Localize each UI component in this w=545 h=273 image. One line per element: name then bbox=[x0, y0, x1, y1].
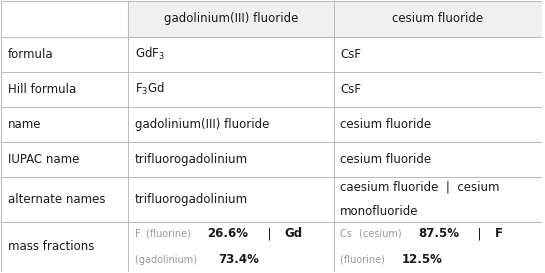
Text: CsF: CsF bbox=[340, 83, 361, 96]
Text: mass fractions: mass fractions bbox=[8, 240, 94, 253]
Polygon shape bbox=[129, 1, 334, 37]
Text: F: F bbox=[135, 229, 143, 239]
Text: 26.6%: 26.6% bbox=[208, 227, 249, 240]
Text: $\mathregular{GdF_3}$: $\mathregular{GdF_3}$ bbox=[135, 46, 165, 62]
Text: cesium fluoride: cesium fluoride bbox=[392, 13, 483, 25]
Text: monofluoride: monofluoride bbox=[340, 205, 419, 218]
Text: CsF: CsF bbox=[340, 48, 361, 61]
Text: (cesium): (cesium) bbox=[359, 229, 405, 239]
Text: trifluorogadolinium: trifluorogadolinium bbox=[135, 153, 248, 166]
Text: formula: formula bbox=[8, 48, 53, 61]
Text: Gd: Gd bbox=[284, 227, 302, 240]
Text: |: | bbox=[470, 227, 489, 240]
Text: trifluorogadolinium: trifluorogadolinium bbox=[135, 193, 248, 206]
Text: gadolinium(III) fluoride: gadolinium(III) fluoride bbox=[164, 13, 298, 25]
Text: 12.5%: 12.5% bbox=[402, 253, 443, 266]
Text: (fluorine): (fluorine) bbox=[146, 229, 194, 239]
Text: cesium fluoride: cesium fluoride bbox=[340, 153, 431, 166]
Text: 87.5%: 87.5% bbox=[418, 227, 459, 240]
Text: Hill formula: Hill formula bbox=[8, 83, 76, 96]
Text: $\mathregular{F_3Gd}$: $\mathregular{F_3Gd}$ bbox=[135, 81, 165, 97]
Text: |: | bbox=[260, 227, 279, 240]
Text: (fluorine): (fluorine) bbox=[340, 255, 388, 265]
Text: IUPAC name: IUPAC name bbox=[8, 153, 79, 166]
Text: gadolinium(III) fluoride: gadolinium(III) fluoride bbox=[135, 118, 269, 131]
Text: Cs: Cs bbox=[340, 229, 355, 239]
Text: alternate names: alternate names bbox=[8, 193, 105, 206]
Text: (gadolinium): (gadolinium) bbox=[135, 255, 200, 265]
Text: 73.4%: 73.4% bbox=[218, 253, 259, 266]
Polygon shape bbox=[334, 1, 542, 37]
Text: caesium fluoride  |  cesium: caesium fluoride | cesium bbox=[340, 180, 500, 193]
Text: cesium fluoride: cesium fluoride bbox=[340, 118, 431, 131]
Text: name: name bbox=[8, 118, 41, 131]
Text: F: F bbox=[495, 227, 502, 240]
